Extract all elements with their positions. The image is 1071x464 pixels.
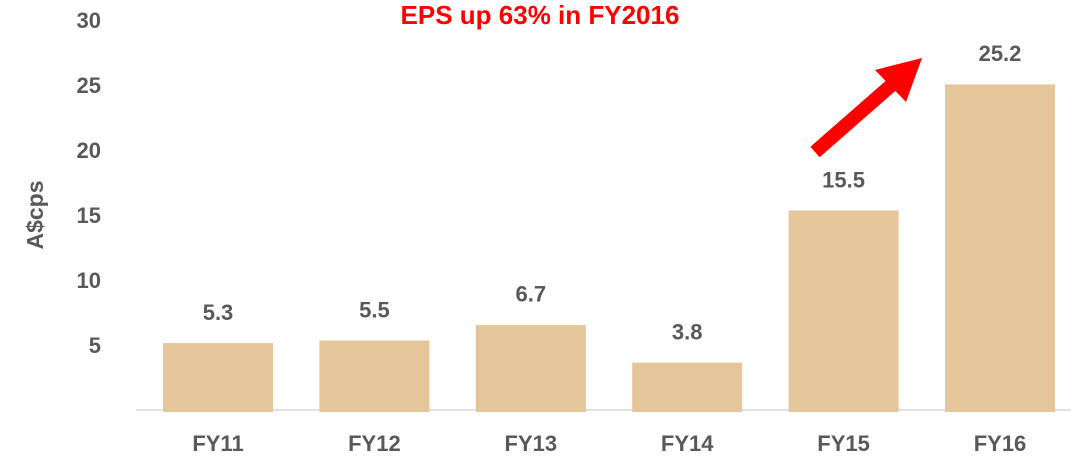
chart-title: EPS up 63% in FY2016 (401, 0, 680, 30)
bar (319, 340, 430, 412)
bar (163, 343, 273, 412)
data-label: 25.2 (979, 41, 1022, 66)
bar (945, 84, 1055, 413)
y-tick-label: 25 (77, 73, 101, 98)
x-tick-label: FY15 (817, 431, 870, 456)
trend-arrow (810, 58, 922, 158)
bar (475, 324, 586, 412)
y-tick-label: 15 (77, 203, 101, 228)
data-label: 5.3 (203, 300, 234, 325)
y-tick-label: 20 (77, 138, 101, 163)
x-tick-label: FY13 (505, 431, 558, 456)
y-tick-label: 30 (77, 8, 101, 33)
bar (788, 210, 899, 412)
y-tick-label: 5 (89, 333, 101, 358)
data-label: 3.8 (672, 319, 703, 344)
data-label: 6.7 (516, 282, 547, 307)
x-tick-label: FY11 (192, 431, 243, 456)
data-label: 15.5 (822, 167, 865, 192)
x-tick-label: FY14 (661, 431, 714, 456)
bar (632, 362, 743, 412)
data-label: 5.5 (359, 297, 390, 322)
x-tick-label: FY12 (348, 431, 401, 456)
y-axis-label: A$cps (22, 180, 48, 249)
x-tick-label: FY16 (974, 431, 1027, 456)
y-tick-label: 10 (77, 268, 101, 293)
